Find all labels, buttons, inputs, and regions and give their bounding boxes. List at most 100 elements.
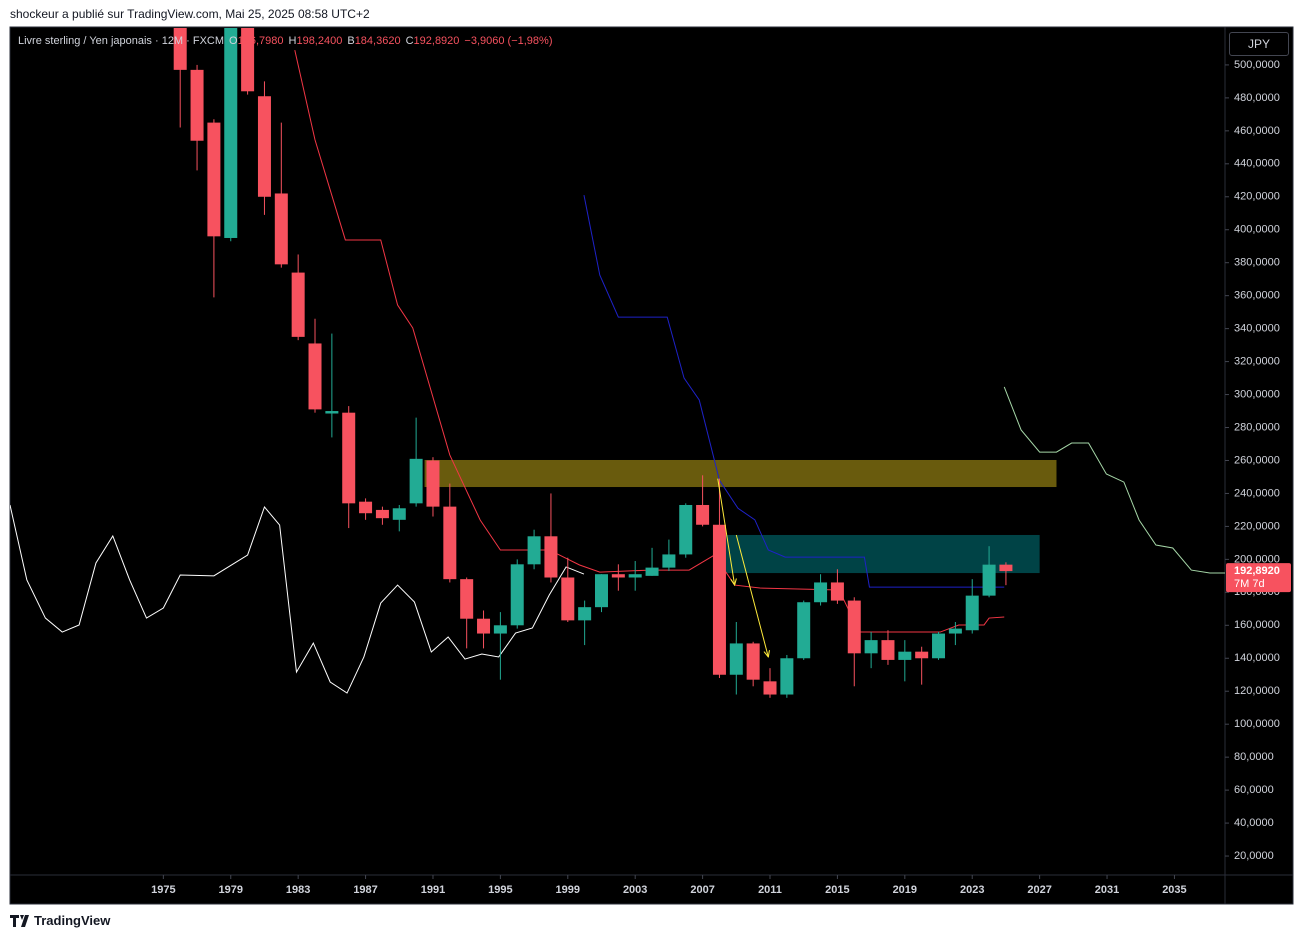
x-tick-label: 2023 bbox=[960, 884, 984, 896]
candle-body bbox=[915, 651, 929, 659]
symbol-legend: Livre sterling / Yen japonais · 12M · FX… bbox=[18, 35, 558, 47]
candle-body bbox=[729, 643, 743, 675]
bar-countdown: 7M 7d bbox=[1234, 578, 1265, 590]
y-tick-label: 160,0000 bbox=[1234, 619, 1280, 631]
legend-value: 184,3620 bbox=[354, 35, 401, 47]
candle-body bbox=[932, 633, 946, 659]
x-tick-label: 1999 bbox=[556, 884, 580, 896]
candle-body bbox=[645, 567, 659, 576]
x-tick-label: 2003 bbox=[623, 884, 647, 896]
currency-button[interactable]: JPY bbox=[1229, 32, 1289, 56]
y-tick-label: 360,0000 bbox=[1234, 290, 1280, 302]
brand-name: TradingView bbox=[34, 913, 111, 928]
last-price-label: 192,8920 bbox=[1234, 565, 1280, 577]
candle-body bbox=[392, 508, 406, 520]
candle-body bbox=[308, 343, 322, 410]
x-tick-label: 2007 bbox=[690, 884, 714, 896]
candle-body bbox=[982, 564, 996, 596]
legend-key: H bbox=[288, 35, 297, 47]
legend-key: O bbox=[229, 35, 238, 47]
trend-arrow bbox=[717, 478, 735, 585]
candle-body bbox=[864, 640, 878, 654]
candle-body bbox=[493, 625, 507, 634]
candle-body bbox=[578, 607, 592, 621]
y-tick-label: 500,0000 bbox=[1234, 59, 1280, 71]
candle-body bbox=[696, 504, 710, 525]
y-tick-label: 460,0000 bbox=[1234, 125, 1280, 137]
candle-body bbox=[561, 577, 575, 621]
y-tick-label: 20,0000 bbox=[1234, 850, 1274, 862]
legend-value: 196,7980 bbox=[237, 35, 284, 47]
candle-body bbox=[712, 524, 726, 675]
y-tick-label: 280,0000 bbox=[1234, 421, 1280, 433]
candle-body bbox=[359, 501, 373, 514]
y-tick-label: 480,0000 bbox=[1234, 92, 1280, 104]
plot-area bbox=[10, 28, 1225, 698]
y-tick-label: 300,0000 bbox=[1234, 388, 1280, 400]
x-tick-label: 1979 bbox=[219, 884, 243, 896]
x-tick-label: 2019 bbox=[893, 884, 917, 896]
candle-body bbox=[999, 564, 1013, 572]
trend-arrow bbox=[735, 534, 768, 657]
candle-body bbox=[611, 574, 625, 578]
x-tick-label: 2015 bbox=[825, 884, 849, 896]
x-tick-label: 1983 bbox=[286, 884, 310, 896]
y-tick-label: 380,0000 bbox=[1234, 257, 1280, 269]
x-tick-label: 2035 bbox=[1162, 884, 1186, 896]
candle-body bbox=[460, 579, 474, 619]
x-tick-label: 1995 bbox=[488, 884, 512, 896]
brand-logo bbox=[10, 914, 29, 927]
candle-body bbox=[881, 640, 895, 660]
candle-body bbox=[342, 412, 356, 504]
candle-body bbox=[224, 28, 238, 238]
candle-body bbox=[173, 28, 187, 70]
candle-body bbox=[544, 536, 558, 578]
x-tick-label: 2027 bbox=[1027, 884, 1051, 896]
y-tick-label: 260,0000 bbox=[1234, 454, 1280, 466]
candle-body bbox=[847, 600, 861, 654]
y-tick-label: 140,0000 bbox=[1234, 652, 1280, 664]
candle-body bbox=[830, 582, 844, 601]
candle-body bbox=[375, 509, 389, 519]
candle-body bbox=[780, 658, 794, 695]
candle-body bbox=[814, 582, 828, 603]
indicator-line bbox=[10, 504, 585, 694]
legend-value: 192,8920 bbox=[413, 35, 460, 47]
x-tick-label: 2031 bbox=[1095, 884, 1119, 896]
y-tick-label: 40,0000 bbox=[1234, 817, 1274, 829]
zone bbox=[424, 459, 1057, 488]
candle-body bbox=[948, 628, 962, 634]
y-tick-label: 220,0000 bbox=[1234, 520, 1280, 532]
candle-body bbox=[527, 536, 541, 565]
candle-body bbox=[628, 574, 642, 578]
candle-body bbox=[190, 69, 204, 141]
y-tick-label: 100,0000 bbox=[1234, 718, 1280, 730]
candle-body bbox=[898, 651, 912, 660]
legend-title: Livre sterling / Yen japonais · 12M · FX… bbox=[18, 35, 225, 47]
candle-body bbox=[679, 504, 693, 555]
candle-body bbox=[291, 272, 305, 337]
candle-body bbox=[477, 618, 491, 634]
y-tick-label: 120,0000 bbox=[1234, 685, 1280, 697]
y-tick-label: 340,0000 bbox=[1234, 323, 1280, 335]
y-tick-label: 240,0000 bbox=[1234, 487, 1280, 499]
x-tick-label: 1991 bbox=[421, 884, 445, 896]
y-tick-label: 60,0000 bbox=[1234, 784, 1274, 796]
candle-body bbox=[257, 96, 271, 197]
candle-body bbox=[241, 28, 255, 92]
y-tick-label: 200,0000 bbox=[1234, 553, 1280, 565]
candle-body bbox=[797, 602, 811, 659]
y-tick-label: 400,0000 bbox=[1234, 224, 1280, 236]
candle-body bbox=[594, 574, 608, 608]
indicator-line bbox=[583, 195, 1005, 588]
y-tick-label: 440,0000 bbox=[1234, 158, 1280, 170]
publisher-line: shockeur a publié sur TradingView.com, M… bbox=[10, 7, 370, 21]
candle-body bbox=[965, 595, 979, 631]
legend-value: 198,2400 bbox=[296, 35, 343, 47]
legend-key: B bbox=[347, 35, 355, 47]
candle-body bbox=[274, 193, 288, 265]
candle-body bbox=[662, 554, 676, 568]
legend-change: −3,9060 (−1,98%) bbox=[464, 35, 553, 47]
candle-body bbox=[325, 411, 339, 414]
